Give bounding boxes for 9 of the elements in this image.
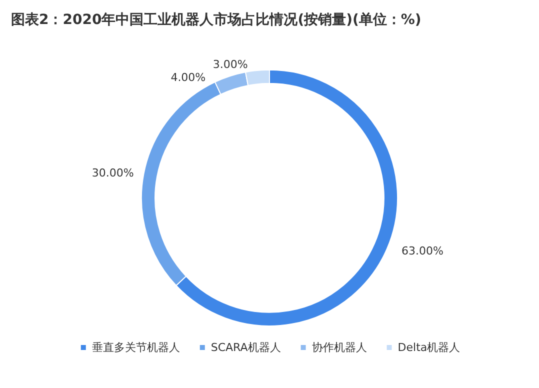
legend-label: SCARA机器人 <box>210 341 281 354</box>
legend-label: Delta机器人 <box>398 341 460 354</box>
data-label: 4.00% <box>170 70 206 84</box>
data-label: 30.00% <box>92 166 134 180</box>
data-label: 3.00% <box>212 58 248 71</box>
data-label: 63.00% <box>402 244 444 258</box>
legend-label: 协作机器人 <box>312 341 367 354</box>
legend-label: 垂直多关节机器人 <box>92 341 180 354</box>
chart-title: 图表2：2020年中国工业机器人市场占比情况(按销量)(单位：%) <box>11 11 422 28</box>
